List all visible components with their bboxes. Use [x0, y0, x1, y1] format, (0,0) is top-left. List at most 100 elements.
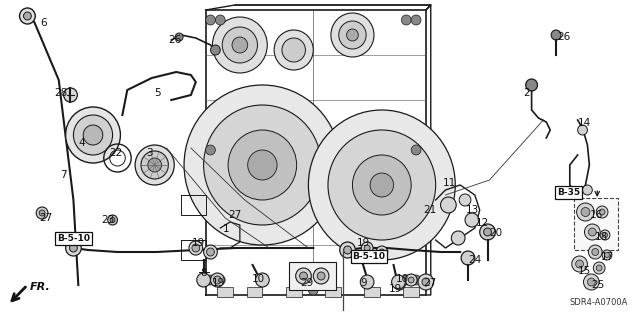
- Circle shape: [592, 249, 598, 256]
- Circle shape: [401, 275, 411, 285]
- Circle shape: [175, 33, 183, 41]
- Bar: [289, 262, 336, 290]
- Text: 7: 7: [60, 170, 67, 180]
- Circle shape: [360, 275, 374, 289]
- Circle shape: [65, 240, 81, 256]
- Circle shape: [599, 209, 605, 215]
- Circle shape: [451, 231, 465, 245]
- Text: 19: 19: [388, 284, 402, 294]
- Text: 26: 26: [557, 32, 570, 42]
- Circle shape: [461, 251, 475, 265]
- Circle shape: [331, 13, 374, 57]
- Circle shape: [480, 224, 495, 240]
- Circle shape: [135, 145, 174, 185]
- Text: 23: 23: [101, 215, 114, 225]
- Text: 29: 29: [301, 278, 314, 288]
- Circle shape: [211, 273, 224, 287]
- Text: B-5-10: B-5-10: [57, 234, 90, 243]
- Circle shape: [397, 281, 403, 287]
- Text: 27: 27: [228, 210, 241, 220]
- Circle shape: [255, 273, 269, 287]
- Text: 27: 27: [423, 278, 436, 288]
- Circle shape: [581, 207, 590, 217]
- Circle shape: [551, 30, 561, 40]
- Circle shape: [588, 228, 596, 236]
- Circle shape: [65, 107, 120, 163]
- Circle shape: [207, 248, 214, 256]
- Circle shape: [593, 262, 605, 274]
- Circle shape: [572, 256, 588, 272]
- Circle shape: [411, 145, 421, 155]
- Circle shape: [340, 242, 355, 258]
- Text: 24: 24: [468, 255, 481, 265]
- Circle shape: [328, 130, 436, 240]
- Text: 21: 21: [423, 205, 436, 215]
- Circle shape: [588, 245, 602, 259]
- Circle shape: [408, 277, 414, 283]
- Circle shape: [248, 150, 277, 180]
- Circle shape: [405, 274, 417, 286]
- Circle shape: [148, 158, 161, 172]
- Circle shape: [459, 194, 471, 206]
- Text: 1: 1: [223, 224, 230, 234]
- Circle shape: [39, 210, 45, 216]
- Text: 8: 8: [201, 268, 207, 278]
- Circle shape: [141, 151, 168, 179]
- Bar: [286, 287, 301, 297]
- Text: B-5-10: B-5-10: [353, 252, 385, 261]
- Circle shape: [339, 21, 366, 49]
- Circle shape: [308, 285, 318, 295]
- Circle shape: [361, 242, 373, 254]
- Circle shape: [577, 203, 595, 221]
- Circle shape: [213, 276, 221, 284]
- Circle shape: [596, 265, 602, 271]
- Circle shape: [204, 245, 218, 259]
- Text: 19: 19: [192, 238, 205, 248]
- Text: 19: 19: [211, 278, 225, 288]
- Circle shape: [347, 29, 358, 41]
- Text: 12: 12: [476, 218, 489, 228]
- Circle shape: [582, 185, 592, 195]
- Bar: [246, 287, 262, 297]
- Circle shape: [575, 260, 584, 268]
- Circle shape: [379, 249, 385, 255]
- Circle shape: [274, 30, 314, 70]
- Text: 22: 22: [109, 148, 123, 158]
- Circle shape: [63, 88, 77, 102]
- Circle shape: [70, 244, 77, 252]
- Circle shape: [216, 275, 225, 285]
- Text: 10: 10: [252, 274, 265, 284]
- Text: 4: 4: [78, 138, 85, 148]
- Text: 11: 11: [442, 178, 456, 188]
- Bar: [325, 287, 340, 297]
- Circle shape: [205, 15, 216, 25]
- Circle shape: [212, 17, 268, 73]
- Text: 10: 10: [396, 274, 409, 284]
- Circle shape: [411, 275, 421, 285]
- Circle shape: [422, 278, 430, 286]
- Circle shape: [584, 274, 599, 290]
- Circle shape: [394, 278, 405, 290]
- Text: 16: 16: [589, 210, 603, 220]
- Circle shape: [600, 230, 610, 240]
- Circle shape: [605, 253, 609, 257]
- Circle shape: [602, 250, 612, 260]
- Circle shape: [392, 275, 405, 289]
- Circle shape: [578, 125, 588, 135]
- Circle shape: [411, 15, 421, 25]
- Text: SDR4-A0700A: SDR4-A0700A: [570, 298, 628, 307]
- Circle shape: [440, 197, 456, 213]
- Bar: [403, 287, 419, 297]
- Text: 18: 18: [595, 232, 609, 242]
- Text: FR.: FR.: [29, 282, 50, 292]
- Circle shape: [205, 145, 216, 155]
- Circle shape: [83, 125, 103, 145]
- Circle shape: [282, 38, 305, 62]
- Circle shape: [216, 15, 225, 25]
- Circle shape: [300, 272, 307, 280]
- Text: 2: 2: [523, 88, 529, 98]
- Circle shape: [36, 207, 48, 219]
- Circle shape: [525, 79, 538, 91]
- Text: 9: 9: [360, 278, 367, 288]
- Text: 19: 19: [356, 238, 370, 248]
